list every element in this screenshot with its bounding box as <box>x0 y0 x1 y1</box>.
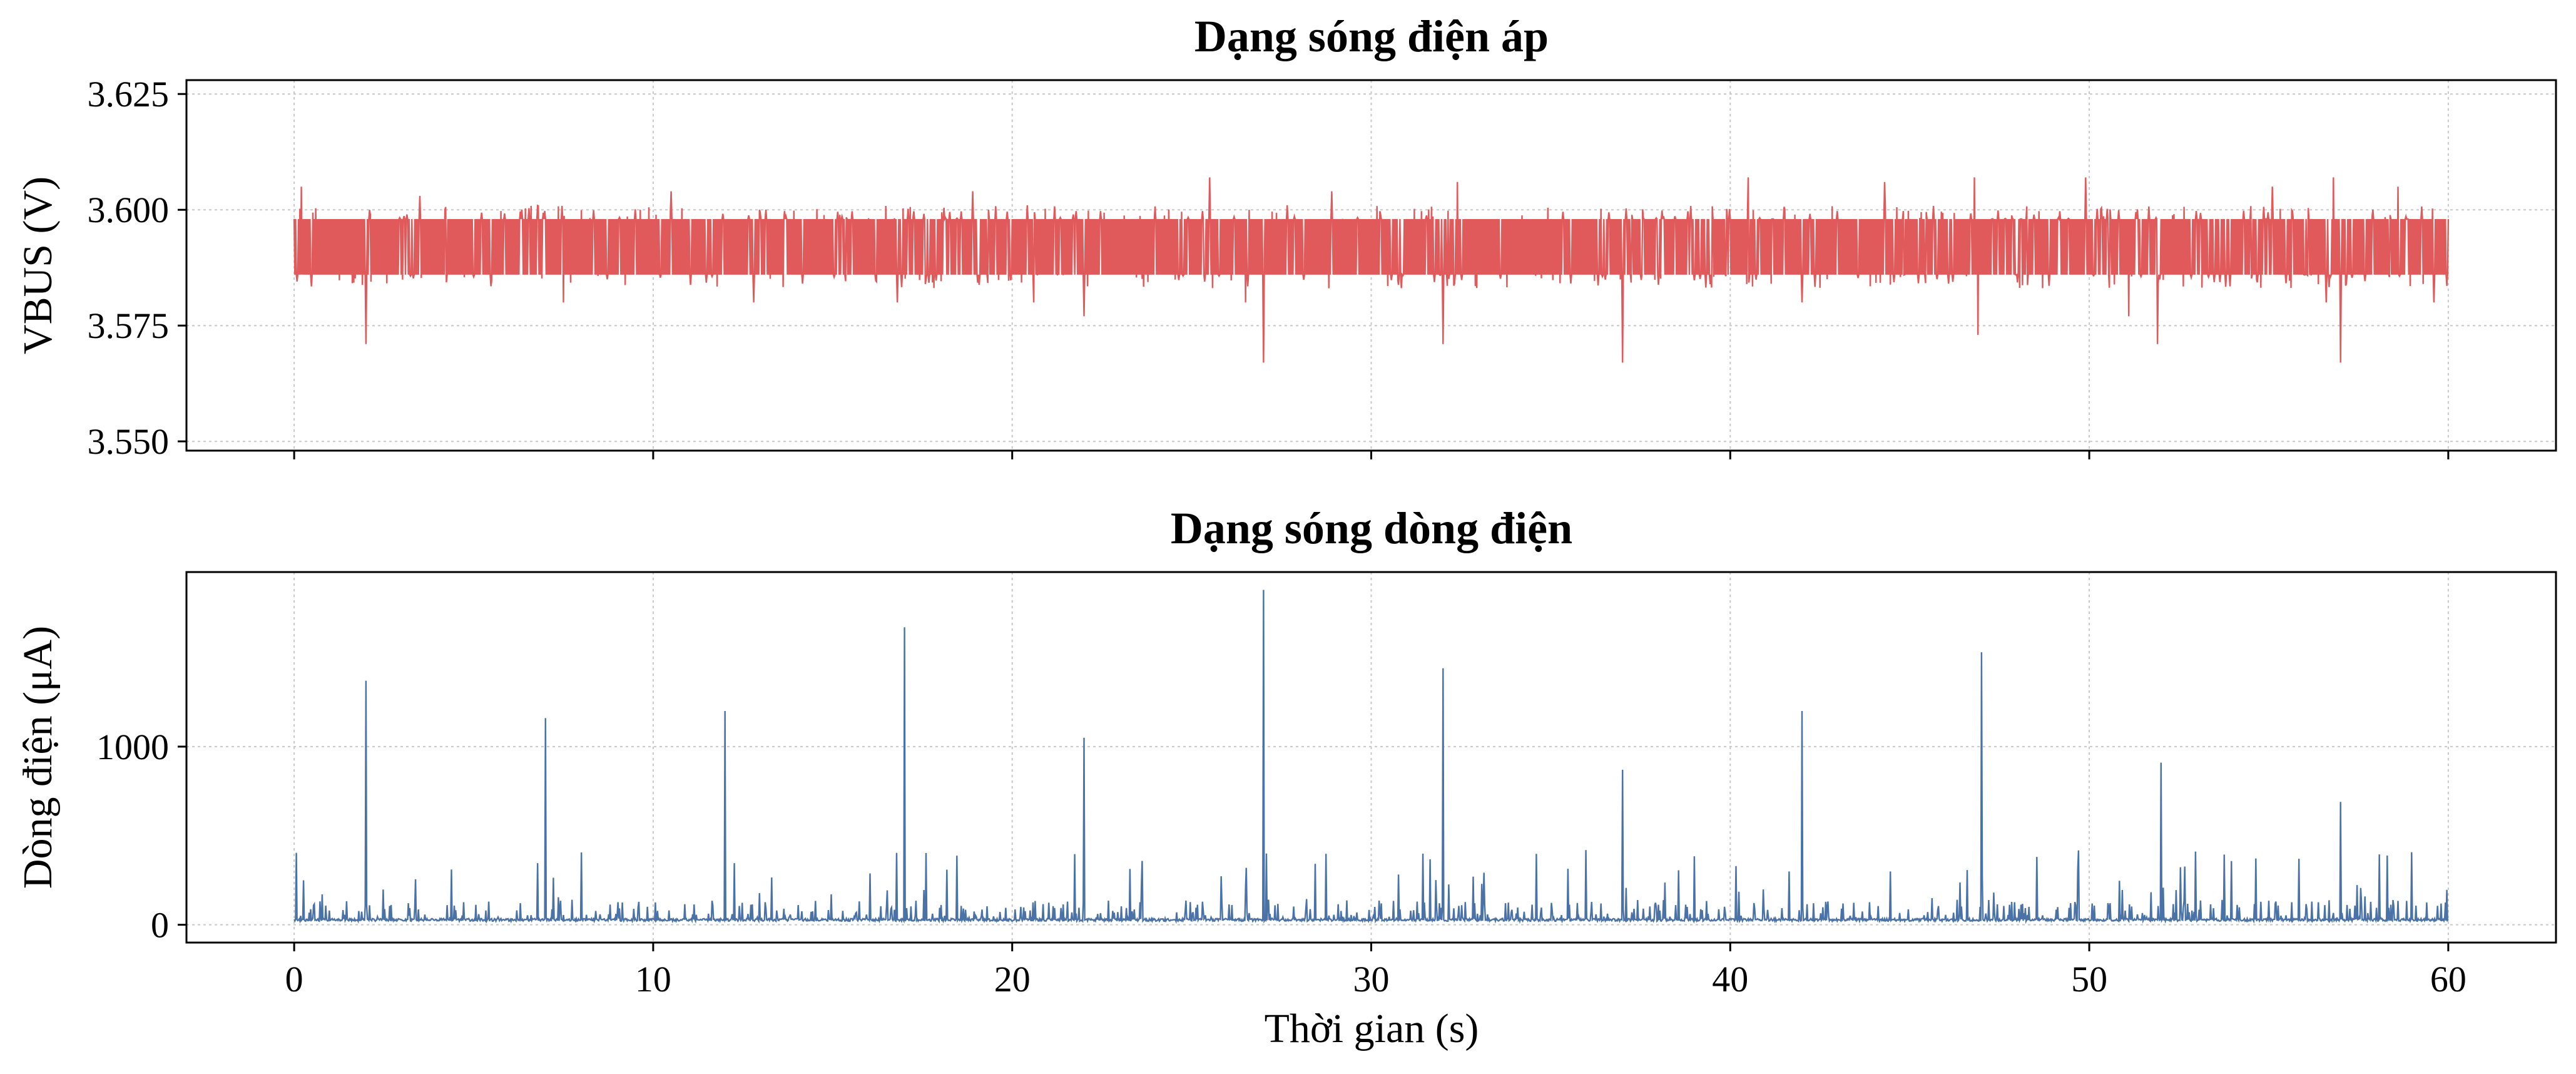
x-tick-label: 30 <box>1353 959 1390 1000</box>
x-tick-label: 40 <box>1712 959 1748 1000</box>
x-tick-label: 60 <box>2430 959 2467 1000</box>
voltage-line <box>293 177 2450 363</box>
y-tick-label: 3.550 <box>88 421 170 462</box>
current-y-axis-label: Dòng điện (μA) <box>15 626 61 889</box>
y-tick-label: 3.625 <box>88 74 170 115</box>
current-series <box>293 590 2449 924</box>
current-plot-frame <box>185 571 2557 944</box>
voltage-grid <box>186 80 2556 451</box>
voltage-series <box>293 177 2450 363</box>
x-tick-label: 0 <box>285 959 303 1000</box>
y-tick-label: 3.575 <box>88 305 170 346</box>
voltage-chart-title: Dạng sóng điện áp <box>1194 11 1549 61</box>
current-grid <box>186 572 2556 943</box>
current-line <box>293 590 2449 924</box>
voltage-panel: Dạng sóng điện áp 3.550 3.575 3.600 3.625 V… <box>15 11 2557 462</box>
y-tick-label: 3.600 <box>88 190 170 230</box>
x-axis-label: Thời gian (s) <box>1265 1006 1479 1051</box>
x-tick-label: 50 <box>2071 959 2107 1000</box>
y-tick-label: 1000 <box>96 727 169 767</box>
y-tick-label: 0 <box>151 905 169 946</box>
voltage-ticks: 3.550 3.575 3.600 3.625 <box>88 74 2450 462</box>
current-ticks: 0 10 20 30 40 50 60 0 1000 <box>96 727 2467 1000</box>
current-chart-title: Dạng sóng dòng điện <box>1171 503 1572 553</box>
current-panel: Dạng sóng dòng điện 0 10 20 30 40 50 60 0 1000 D… <box>15 503 2557 1051</box>
x-tick-label: 10 <box>635 959 671 1000</box>
x-tick-label: 20 <box>994 959 1031 1000</box>
voltage-y-axis-label: VBUS (V) <box>15 176 61 354</box>
